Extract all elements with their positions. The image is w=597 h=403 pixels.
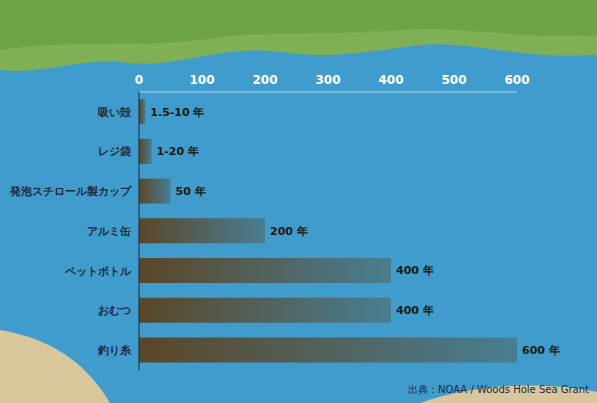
svg-text:400: 400 <box>378 73 403 87</box>
svg-text:400 年: 400 年 <box>396 304 434 317</box>
html-text:出典：NOAA / Woods Hole Sea Grant: 出典：NOAA / Woods Hole Sea Grant <box>408 384 589 395</box>
svg-text:1.5-10 年: 1.5-10 年 <box>150 106 204 119</box>
svg-text:吸い殻: 吸い殻 <box>98 106 132 119</box>
svg-text:0: 0 <box>135 73 143 87</box>
svg-text:アルミ缶: アルミ缶 <box>87 225 131 238</box>
svg-text:600 年: 600 年 <box>522 344 560 357</box>
svg-text:500: 500 <box>441 73 466 87</box>
svg-text:400 年: 400 年 <box>396 264 434 277</box>
svg-text:200: 200 <box>252 73 277 87</box>
svg-text:300: 300 <box>315 73 340 87</box>
svg-text:100: 100 <box>189 73 214 87</box>
svg-text:おむつ: おむつ <box>98 304 131 317</box>
svg-text:1-20 年: 1-20 年 <box>157 145 199 158</box>
svg-text:レジ袋: レジ袋 <box>98 145 131 158</box>
svg-text:発泡スチロール製カップ: 発泡スチロール製カップ <box>9 185 132 198</box>
svg-text:釣り糸: 釣り糸 <box>97 344 132 357</box>
svg-text:600: 600 <box>504 73 529 87</box>
svg-text:50 年: 50 年 <box>176 185 206 198</box>
svg-text:200 年: 200 年 <box>270 225 308 238</box>
svg-text:ペットボトル: ペットボトル <box>64 265 132 278</box>
